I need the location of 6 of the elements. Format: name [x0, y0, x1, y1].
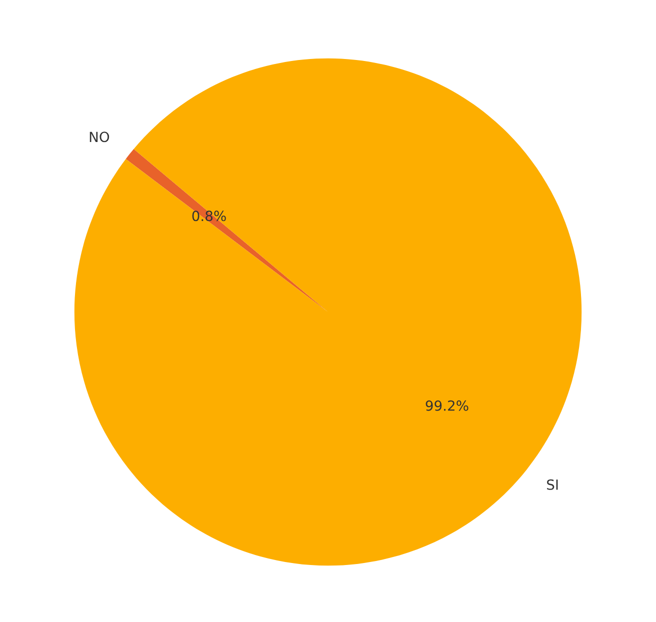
pie-slice: [126, 148, 328, 312]
slice-label: SI: [547, 479, 558, 490]
slice-label: NO: [90, 132, 110, 142]
pie-slice: [74, 58, 582, 566]
data-label: 99.2%: [426, 400, 468, 411]
data-label: 0.8%: [192, 210, 226, 222]
